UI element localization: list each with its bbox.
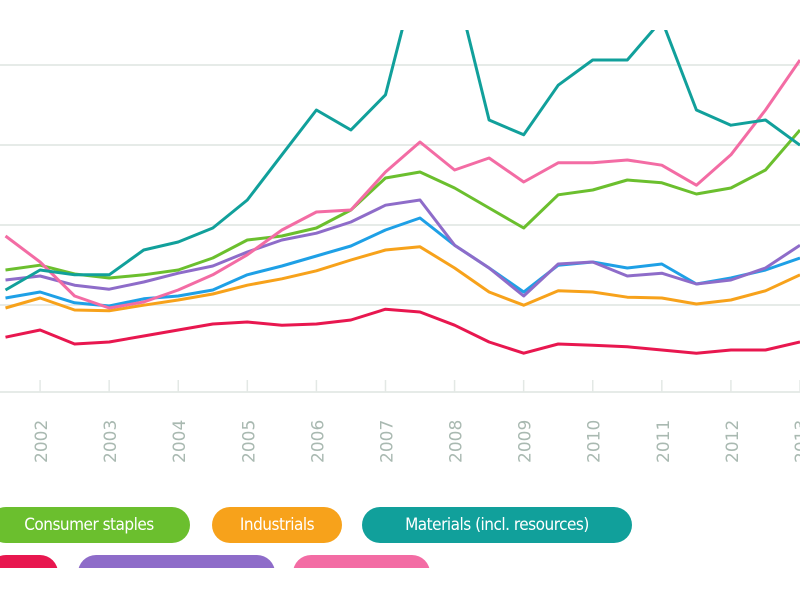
legend-item-materials: Materials (incl. resources) bbox=[362, 507, 632, 543]
x-tick-label: 2006 bbox=[308, 420, 328, 463]
series-lines bbox=[4, 30, 800, 355]
x-tick-label: 2004 bbox=[170, 420, 190, 463]
x-tick-label: 2002 bbox=[32, 420, 52, 463]
x-tick-label: 2005 bbox=[239, 420, 259, 463]
x-tick-label: 2012 bbox=[723, 420, 743, 463]
x-axis: 2002 2003 2004 2005 2006 2007 2008 2009 2010 2011… bbox=[0, 380, 800, 463]
legend-item-pink bbox=[293, 555, 430, 568]
line-chart: 2002 2003 2004 2005 2006 2007 2008 2009 2010 2011… bbox=[0, 30, 800, 463]
legend-label: Consumer staples bbox=[24, 515, 154, 535]
series-line-3 bbox=[5, 198, 800, 298]
series-line-1 bbox=[5, 245, 800, 313]
x-tick-label: 2008 bbox=[447, 420, 467, 463]
x-tick-label: 2013 bbox=[792, 420, 800, 463]
x-tick-label: 2010 bbox=[585, 420, 605, 463]
gridlines bbox=[0, 64, 800, 306]
legend-item-consumer-staples: Consumer staples bbox=[0, 507, 190, 543]
series-line-5 bbox=[4, 59, 800, 310]
x-tick-label: 2007 bbox=[377, 420, 397, 463]
x-tick-label: 2009 bbox=[516, 420, 536, 463]
series-line-6 bbox=[4, 30, 800, 292]
x-tick-label: 2003 bbox=[101, 420, 121, 463]
legend-row-2 bbox=[0, 555, 800, 568]
legend-item-industrials: Industrials bbox=[212, 507, 342, 543]
series-line-2 bbox=[5, 216, 800, 308]
x-tick-label: 2011 bbox=[654, 420, 674, 463]
legend-item-red bbox=[0, 555, 58, 568]
legend-label: Industrials bbox=[239, 515, 315, 535]
series-line-4 bbox=[5, 129, 800, 280]
legend-item-purple bbox=[78, 555, 275, 568]
legend-label: Materials (incl. resources) bbox=[405, 515, 589, 535]
series-line-0 bbox=[5, 307, 800, 355]
